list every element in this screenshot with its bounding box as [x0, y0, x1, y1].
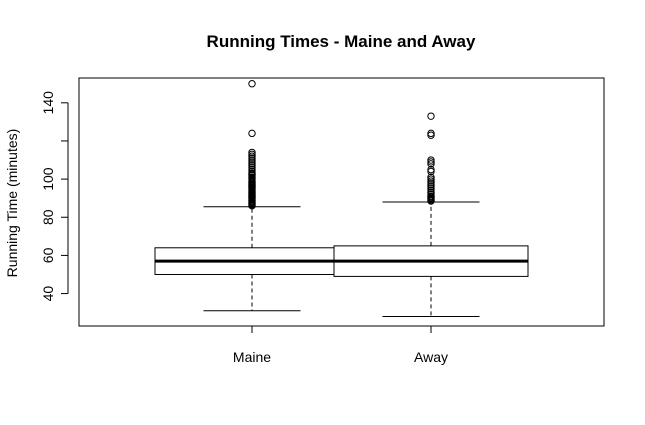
outlier-point-away-22	[427, 129, 435, 138]
outlier-point-maine-34	[248, 165, 256, 174]
x-axis: Maine Away	[233, 325, 448, 365]
outlier-point-maine-35	[248, 163, 256, 172]
outlier-point-away-5	[427, 192, 435, 200]
x-tick-label-away: Away	[414, 349, 448, 365]
outlier-point-away-15	[427, 173, 435, 181]
box-maine	[154, 80, 350, 312]
outlier-point-maine-43	[248, 148, 256, 157]
y-axis-label: Running Time (minutes)	[4, 129, 20, 278]
outlier-point-maine-37	[248, 160, 256, 168]
outlier-point-maine-32	[248, 169, 256, 178]
plot-frame	[78, 77, 605, 327]
outlier-point-away-20	[427, 156, 435, 164]
y-tick-label-100: 100	[40, 167, 56, 191]
outlier-point-away-11	[427, 181, 435, 189]
outlier-point-away-18	[427, 160, 435, 168]
y-tick-label-40: 40	[40, 286, 56, 302]
outlier-point-away-9	[427, 184, 435, 193]
outlier-point-away-7	[427, 188, 435, 197]
outlier-point-away-13	[427, 177, 435, 185]
x-tick-label-maine: Maine	[233, 349, 271, 365]
outlier-point-maine-45	[248, 80, 256, 88]
outlier-point-away-23	[427, 112, 435, 120]
outlier-point-away-21	[427, 131, 435, 139]
outlier-point-maine-44	[248, 129, 256, 138]
outlier-point-maine-33	[248, 167, 256, 176]
y-tick-label-60: 60	[40, 247, 56, 263]
outlier-point-maine-36	[248, 162, 256, 170]
outlier-point-away-19	[427, 158, 435, 166]
outlier-point-away-6	[427, 190, 435, 199]
y-tick-label-80: 80	[40, 209, 56, 225]
outlier-point-maine-38	[248, 158, 256, 166]
outlier-point-maine-41	[248, 152, 256, 160]
outlier-point-maine-29	[248, 173, 256, 181]
outlier-point-maine-42	[248, 150, 256, 159]
outlier-point-away-17	[427, 165, 435, 174]
outlier-point-away-10	[427, 183, 435, 191]
box-away	[333, 112, 529, 317]
chart-title: Running Times - Maine and Away	[207, 32, 476, 51]
outlier-point-maine-40	[248, 154, 256, 162]
box-group	[154, 80, 529, 317]
outlier-point-away-8	[427, 186, 435, 195]
outlier-point-maine-39	[248, 156, 256, 164]
outlier-point-away-16	[427, 167, 435, 176]
outlier-point-away-14	[427, 175, 435, 183]
y-tick-label-140: 140	[40, 91, 56, 115]
outlier-point-away-12	[427, 179, 435, 187]
y-axis: 40 60 80 100 140	[40, 91, 69, 302]
